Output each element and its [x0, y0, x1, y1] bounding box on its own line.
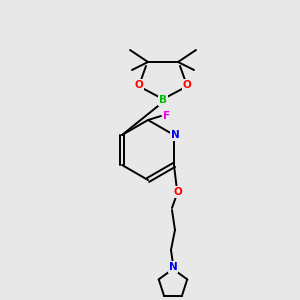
Text: B: B [159, 95, 167, 105]
Text: N: N [171, 130, 179, 140]
Text: N: N [169, 262, 177, 272]
Text: O: O [174, 187, 182, 197]
Text: O: O [135, 80, 143, 90]
Text: O: O [183, 80, 191, 90]
Text: F: F [164, 111, 171, 121]
